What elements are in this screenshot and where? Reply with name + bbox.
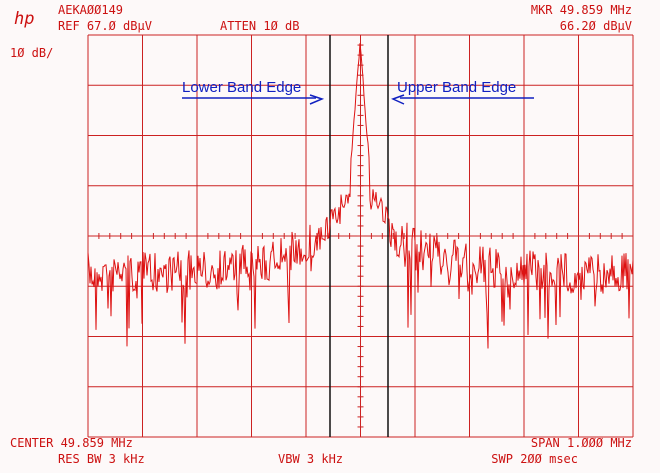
sweep: SWP 2ØØ msec [491, 452, 578, 466]
span: SPAN 1.ØØØ MHz [531, 436, 632, 450]
vbw: VBW 3 kHz [278, 452, 343, 466]
lower-label: Lower Band Edge [182, 79, 301, 96]
marker-freq: MKR 49.859 MHz [531, 3, 632, 17]
ref-level: REF 67.Ø dBµV [58, 19, 152, 33]
graticule [87, 34, 634, 438]
scale: 1Ø dB/ [10, 46, 53, 60]
id: AEKAØØ149 [58, 3, 123, 17]
res-bw: RES BW 3 kHz [58, 452, 145, 466]
marker-level: 66.2Ø dBµV [560, 19, 632, 33]
center-freq: CENTER 49.859 MHz [10, 436, 133, 450]
trace [87, 43, 634, 349]
upper-arrow [391, 94, 405, 105]
lower-arrow [309, 94, 325, 105]
upper-label: Upper Band Edge [397, 79, 516, 96]
attenuation: ATTEN 1Ø dB [220, 19, 299, 33]
logo: hp [14, 9, 34, 29]
